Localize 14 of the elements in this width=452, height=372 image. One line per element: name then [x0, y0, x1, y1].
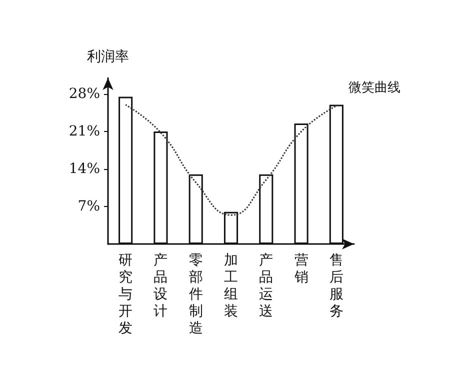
x-tick-label: 零部件制造 — [188, 252, 203, 336]
y-tick-label: 7% — [78, 198, 100, 215]
x-tick-label: 研究与开发 — [118, 252, 133, 336]
x-tick-label: 售后服务 — [329, 252, 344, 320]
line-series — [124, 104, 338, 216]
y-axis-title: 利润率 — [87, 49, 129, 65]
y-tick-label: 21% — [68, 124, 100, 140]
y-tick-label: 14% — [68, 161, 100, 178]
x-tick-label: 加工组装 — [224, 252, 238, 320]
x-tick-label: 营销 — [293, 252, 308, 286]
x-tick-label: 产品运送 — [259, 252, 274, 320]
x-tick-label: 产品设计 — [154, 252, 168, 320]
series-label: 微笑曲线 — [348, 80, 400, 96]
y-tick-label: 28% — [68, 86, 100, 102]
